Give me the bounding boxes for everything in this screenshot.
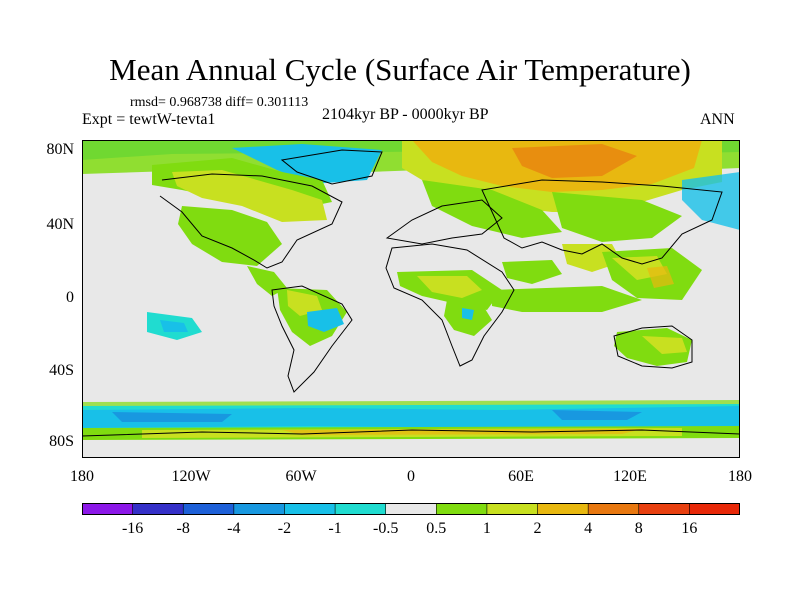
greenland-cool bbox=[232, 144, 382, 184]
australia-yellow bbox=[642, 336, 687, 354]
colorbar-tick-label: -0.5 bbox=[373, 520, 399, 537]
colorbar-segment bbox=[689, 503, 740, 515]
coastlines bbox=[82, 149, 740, 437]
lon-label-120w: 120W bbox=[171, 468, 211, 485]
central-america-green bbox=[247, 266, 287, 296]
africa-yellow bbox=[417, 276, 482, 298]
colorbar-tick-label: 4 bbox=[584, 520, 593, 537]
colorbar-tick-label: 16 bbox=[681, 520, 698, 537]
lon-label-60e: 60E bbox=[508, 468, 534, 485]
philippines-yellow bbox=[647, 266, 674, 288]
north-pacific-cool bbox=[682, 172, 740, 230]
north-america-yellow bbox=[172, 170, 327, 222]
lat-label-80n: 80N bbox=[46, 141, 74, 158]
colorbar-tick-label: -4 bbox=[227, 520, 241, 537]
antarctica-interior bbox=[82, 438, 740, 458]
experiment-label: Expt = tewtW-tevta1 bbox=[82, 111, 216, 128]
colorbar-frame bbox=[82, 503, 740, 515]
colorbar-tick-label: 8 bbox=[634, 520, 643, 537]
season-label: ANN bbox=[700, 111, 735, 128]
lat-label-40s: 40S bbox=[49, 362, 74, 379]
southern-ocean-deep-cool-2 bbox=[552, 410, 642, 420]
colorbar-segment bbox=[436, 503, 488, 515]
lat-label-80s: 80S bbox=[49, 433, 74, 450]
siberia-darker-orange bbox=[512, 144, 637, 178]
colorbar-tick-label: -2 bbox=[277, 520, 292, 537]
colorbar-segment bbox=[334, 503, 387, 515]
stats-text: rmsd= 0.968738 diff= 0.301113 bbox=[130, 95, 309, 110]
lat-label-0: 0 bbox=[66, 289, 74, 306]
period-label: 2104kyr BP - 0000kyr BP bbox=[322, 106, 489, 123]
colorbar-segment bbox=[82, 503, 134, 515]
arabia-green bbox=[502, 260, 562, 284]
lon-label-120e: 120E bbox=[613, 468, 647, 485]
coast-antarctica bbox=[82, 429, 740, 437]
coast-australia bbox=[613, 325, 693, 369]
amazon-cool bbox=[307, 308, 344, 332]
map-frame bbox=[82, 140, 740, 458]
colorbar-segment bbox=[385, 503, 437, 515]
coast-asia bbox=[481, 179, 723, 265]
colorbar-tick-label: -8 bbox=[176, 520, 190, 537]
coast-north-america bbox=[159, 173, 343, 269]
southern-ocean-deep-cool bbox=[112, 412, 232, 422]
east-asia-green bbox=[552, 192, 682, 242]
colorbar-segments bbox=[82, 503, 740, 515]
lon-label-180w: 180 bbox=[70, 468, 94, 485]
lon-label-180e: 180 bbox=[728, 468, 752, 485]
colorbar-segment bbox=[486, 503, 539, 515]
coast-greenland bbox=[280, 149, 383, 185]
east-pacific-cool-center bbox=[160, 320, 188, 332]
coast-europe bbox=[385, 199, 503, 245]
lon-label-0: 0 bbox=[407, 468, 415, 485]
colorbar-segment bbox=[182, 503, 235, 515]
coast-africa bbox=[385, 243, 515, 367]
colorbar-tick-label: 2 bbox=[533, 520, 542, 537]
lon-label-60w: 60W bbox=[285, 468, 317, 485]
colorbar-tick-label: -1 bbox=[328, 520, 342, 537]
africa-cool-spot bbox=[462, 308, 474, 320]
colorbar-segment bbox=[284, 503, 336, 515]
colorbar-segment bbox=[537, 503, 589, 515]
colorbar-segment bbox=[587, 503, 640, 515]
plot-title: Mean Annual Cycle (Surface Air Temperatu… bbox=[109, 52, 691, 87]
colorbar-segment bbox=[233, 503, 286, 515]
lat-label-40n: 40N bbox=[46, 216, 74, 233]
colorbar-tick-label: 1 bbox=[482, 520, 491, 537]
antarctica-orange bbox=[282, 429, 642, 435]
colorbar-tick-label: -16 bbox=[121, 520, 144, 537]
indian-ocean-green bbox=[492, 286, 642, 312]
us-green bbox=[178, 206, 282, 266]
south-america-yellow bbox=[287, 290, 322, 316]
colorbar-segment bbox=[132, 503, 184, 515]
colorbar-segment bbox=[638, 503, 690, 515]
colorbar-tick-label: 0.5 bbox=[426, 520, 447, 537]
colorbar bbox=[82, 503, 740, 515]
temperature-anomaly-map bbox=[82, 140, 740, 458]
coast-south-america bbox=[271, 285, 353, 393]
australia-green bbox=[614, 328, 692, 366]
